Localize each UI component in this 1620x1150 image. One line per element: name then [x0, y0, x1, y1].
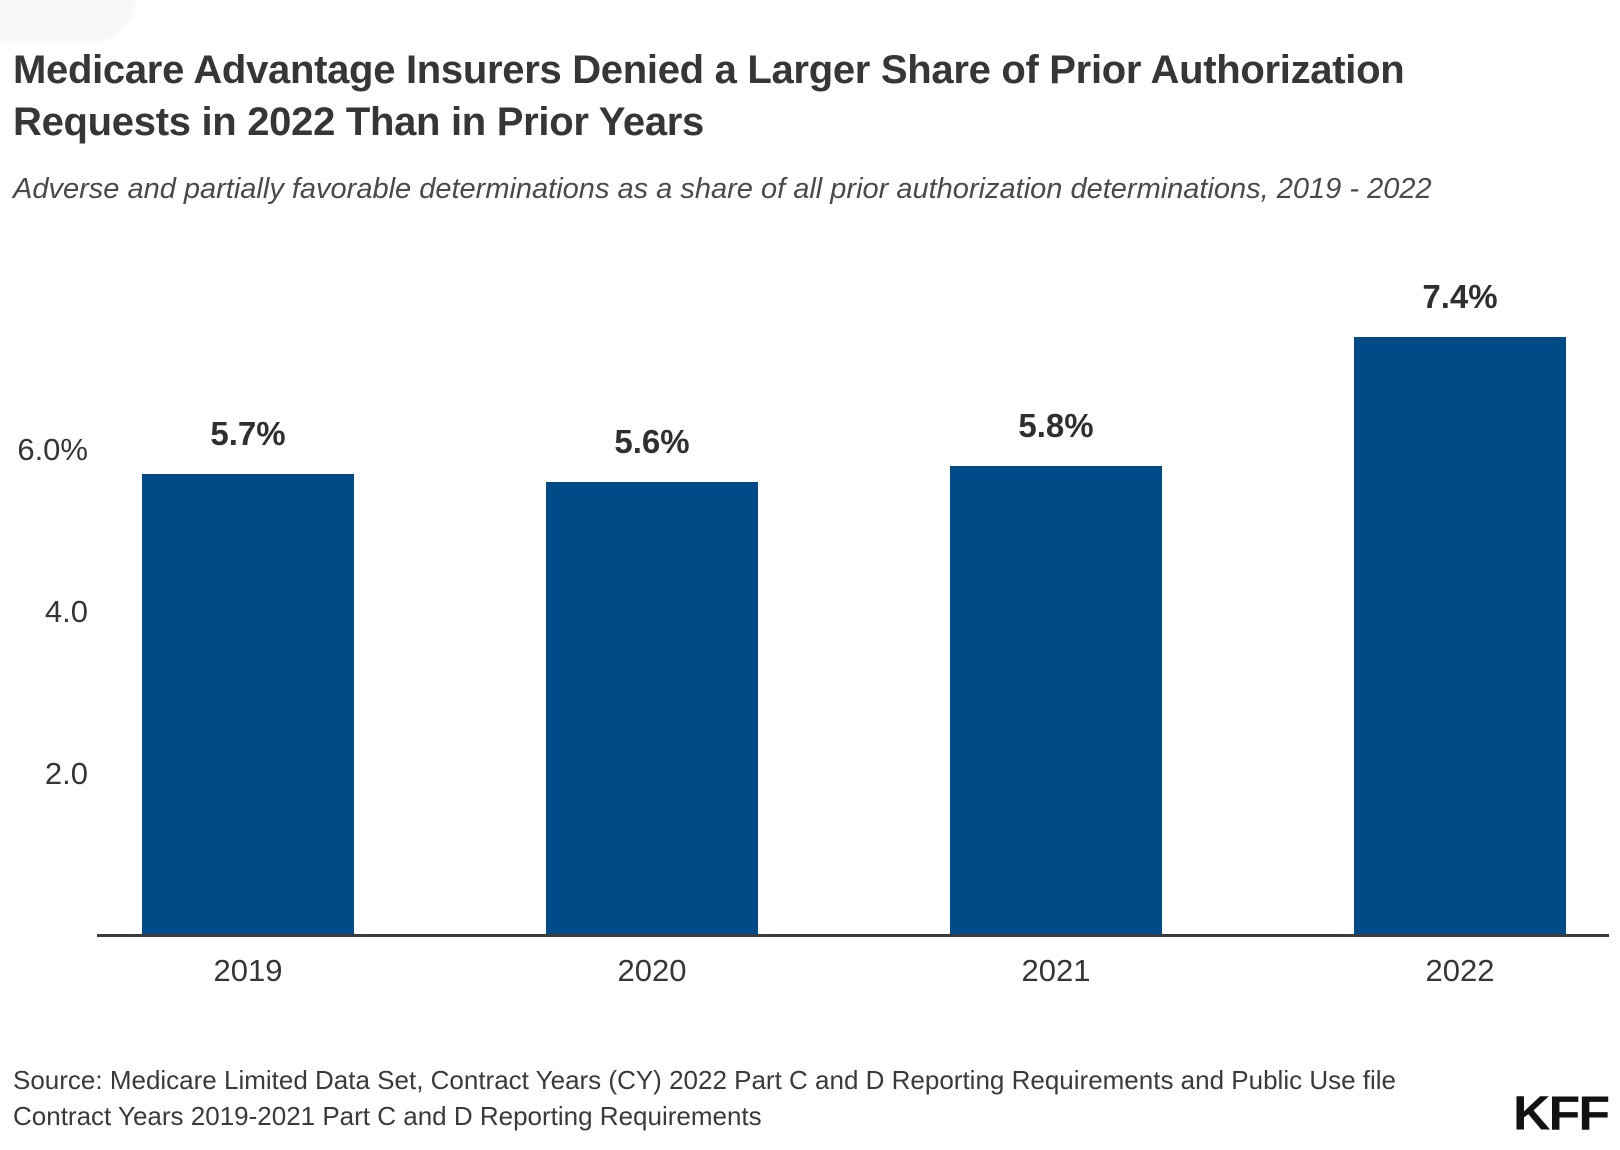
- decorative-corner-blob: [0, 0, 136, 42]
- bar-2022: [1354, 336, 1566, 935]
- y-axis-tick-label: 2.0: [44, 756, 88, 791]
- bar-value-label-2020: 5.6%: [614, 423, 690, 461]
- bar-value-label-2019: 5.7%: [210, 415, 286, 453]
- y-axis-tick-label: 4.0: [44, 594, 88, 629]
- x-axis-label-2022: 2022: [1425, 953, 1495, 988]
- x-axis-line: [97, 934, 1609, 937]
- chart-subtitle: Adverse and partially favorable determin…: [13, 173, 1432, 205]
- x-axis-label-2021: 2021: [1021, 953, 1091, 988]
- source-note: Source: Medicare Limited Data Set, Contr…: [13, 1065, 1397, 1131]
- bar-value-label-2022: 7.4%: [1422, 277, 1498, 315]
- bar-2021: [950, 466, 1162, 935]
- kff-logo: KFF: [1513, 1087, 1610, 1141]
- bar-2020: [546, 482, 758, 935]
- bar-2019: [142, 474, 354, 935]
- x-axis-label-2020: 2020: [617, 953, 687, 988]
- y-axis-tick-label: 6.0%: [17, 432, 88, 467]
- bar-value-label-2021: 5.8%: [1018, 407, 1094, 445]
- page-title: Medicare Advantage Insurers Denied a Lar…: [13, 48, 1405, 144]
- x-axis-label-2019: 2019: [213, 953, 283, 988]
